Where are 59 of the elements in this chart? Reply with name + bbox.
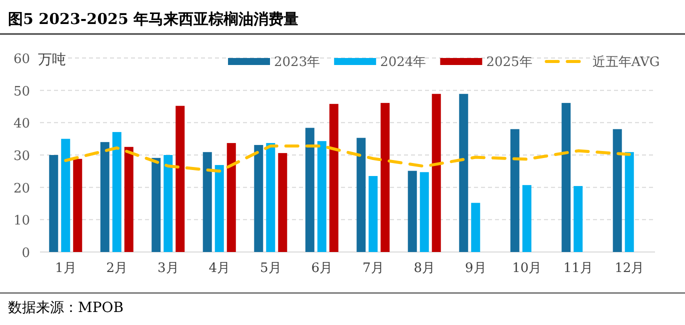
chart-title: 图5 2023-2025 年马来西亚棕榈油消费量 bbox=[8, 10, 299, 28]
bar bbox=[266, 143, 276, 252]
x-tick-label: 2月 bbox=[106, 261, 128, 276]
y-axis-title: 万吨 bbox=[38, 52, 66, 68]
x-tick-label: 11月 bbox=[563, 261, 593, 276]
bar bbox=[152, 158, 161, 252]
bar bbox=[420, 172, 429, 252]
line-series bbox=[64, 144, 631, 173]
legend-label: 2023年 bbox=[274, 55, 320, 70]
legend-label: 2024年 bbox=[380, 55, 426, 70]
bar bbox=[368, 176, 378, 252]
bar bbox=[522, 185, 532, 252]
bar bbox=[226, 143, 236, 252]
bar bbox=[61, 138, 70, 252]
bar bbox=[459, 94, 468, 252]
bar bbox=[176, 106, 185, 252]
bar bbox=[356, 138, 366, 252]
x-tick-label: 5月 bbox=[260, 261, 282, 276]
bar bbox=[305, 128, 314, 252]
legend-label: 近五年AVG bbox=[592, 55, 660, 70]
y-tick-label: 30 bbox=[13, 149, 30, 164]
y-tick-label: 0 bbox=[22, 246, 30, 261]
x-tick-label: 6月 bbox=[311, 261, 333, 276]
bar bbox=[510, 129, 520, 252]
y-tick-label: 10 bbox=[13, 214, 30, 229]
y-tick-label: 20 bbox=[13, 181, 30, 196]
bar bbox=[624, 152, 634, 252]
bar bbox=[432, 94, 441, 252]
y-tick-label: 50 bbox=[13, 84, 30, 100]
bar bbox=[278, 153, 288, 252]
x-tick-label: 4月 bbox=[208, 261, 230, 276]
x-tick-label: 7月 bbox=[362, 261, 384, 276]
source-note: 数据来源：MPOB bbox=[8, 300, 124, 316]
y-tick-label: 40 bbox=[13, 116, 30, 132]
y-tick-label: 60 bbox=[13, 52, 30, 67]
bar bbox=[317, 141, 326, 252]
bar bbox=[112, 132, 122, 252]
bar bbox=[471, 202, 480, 252]
bar bbox=[574, 186, 583, 252]
bar bbox=[254, 144, 264, 252]
x-tick-label: 10月 bbox=[512, 261, 542, 276]
x-tick-label: 8月 bbox=[414, 261, 436, 276]
x-tick-label: 1月 bbox=[54, 261, 76, 276]
bar bbox=[214, 165, 224, 252]
bar bbox=[562, 102, 571, 252]
bar bbox=[164, 155, 173, 252]
bar bbox=[100, 142, 110, 252]
x-tick-label: 12月 bbox=[614, 261, 644, 276]
bar bbox=[124, 146, 134, 252]
bar bbox=[73, 158, 82, 252]
bar bbox=[49, 155, 58, 252]
legend-label: 2025年 bbox=[486, 55, 532, 70]
x-tick-label: 9月 bbox=[464, 261, 486, 276]
bar bbox=[329, 104, 338, 252]
bar bbox=[380, 102, 390, 252]
x-tick-label: 3月 bbox=[157, 261, 179, 276]
bar bbox=[408, 170, 417, 252]
bar bbox=[612, 129, 622, 252]
bar bbox=[202, 152, 212, 252]
